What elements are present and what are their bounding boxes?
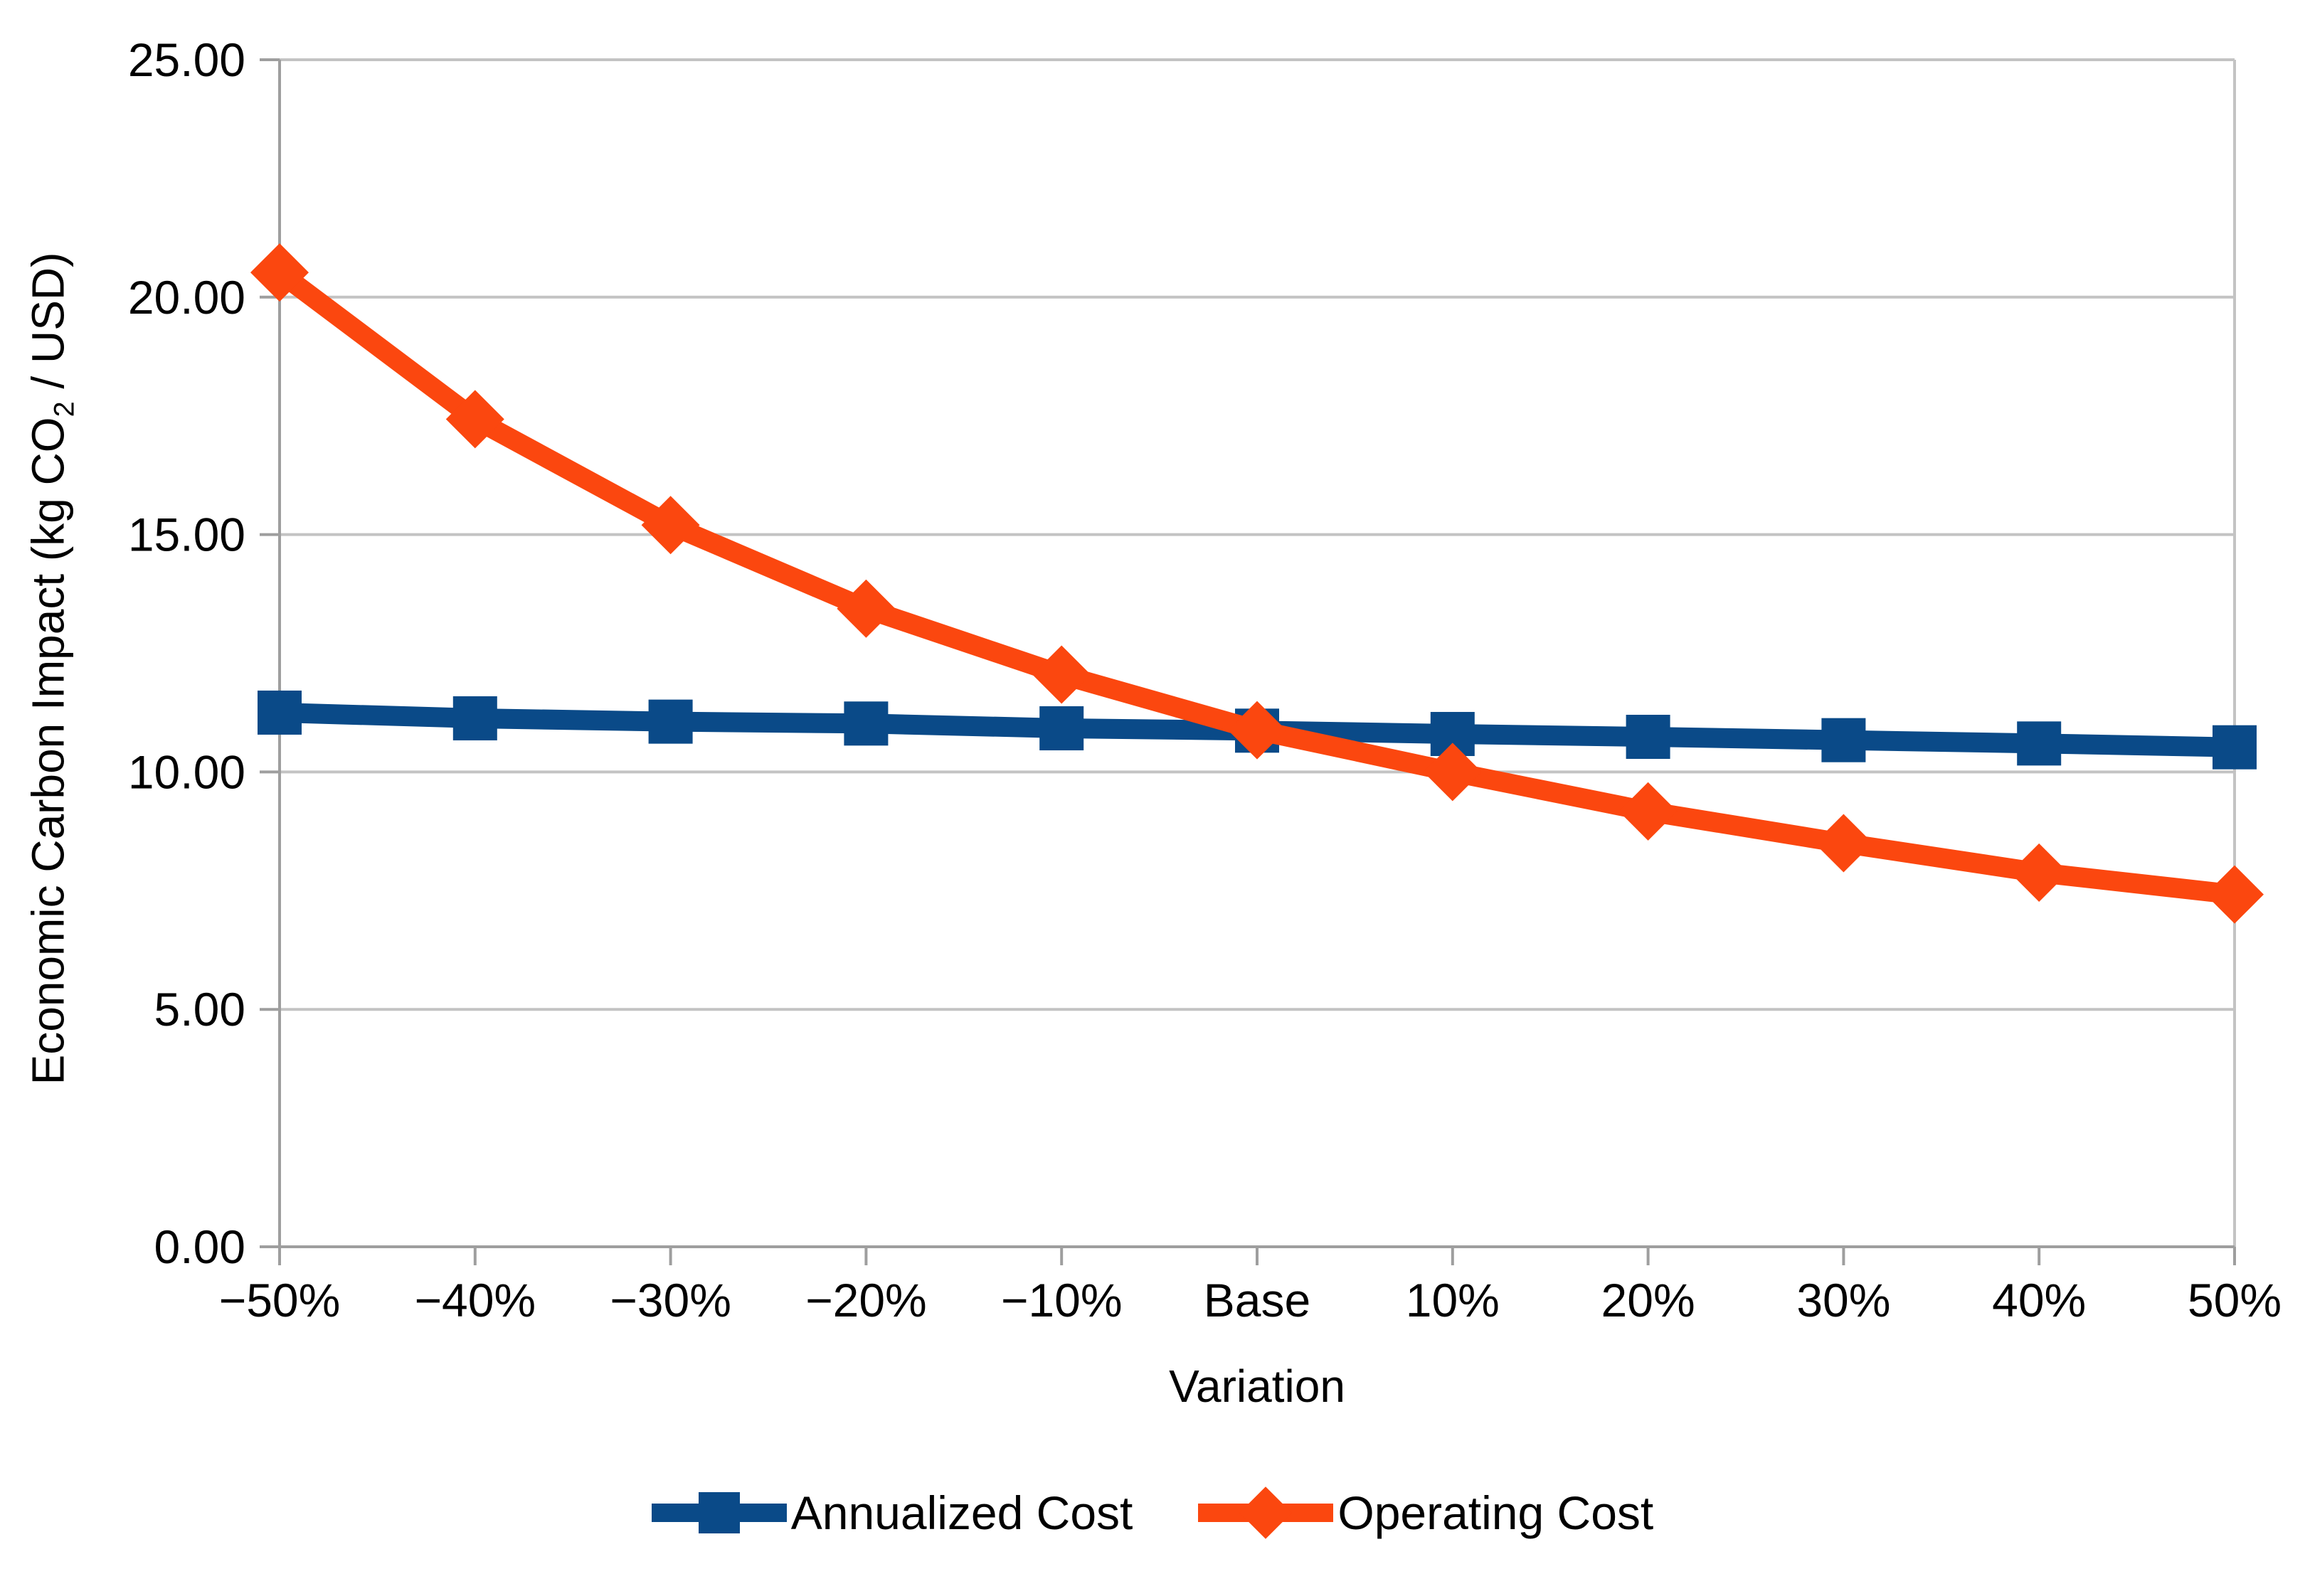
marker-diamond-operating-cost: [1814, 814, 1873, 873]
marker-square-annualized-cost: [1821, 718, 1866, 762]
x-tick-label: −20%: [805, 1274, 927, 1326]
x-tick-label: Base: [1204, 1274, 1310, 1326]
legend-marker: [1239, 1486, 1293, 1539]
y-tick-label: 0.00: [154, 1220, 245, 1273]
marker-square-annualized-cost: [648, 699, 693, 744]
x-tick-label: −40%: [414, 1274, 536, 1326]
legend-label-operating-cost: Operating Cost: [1337, 1486, 1654, 1539]
y-tick-label: 5.00: [154, 983, 245, 1036]
x-axis-title: Variation: [1169, 1361, 1345, 1412]
y-axis-title-text: Economic Carbon Impact (kg CO: [22, 417, 74, 1085]
y-tick-label: 15.00: [128, 509, 245, 561]
x-tick-label: 10%: [1406, 1274, 1500, 1326]
marker-square-annualized-cost: [1626, 714, 1670, 759]
marker-square-annualized-cost: [1039, 706, 1084, 750]
marker-diamond-operating-cost: [2010, 843, 2069, 902]
y-axis-title-units: / USD): [22, 252, 74, 402]
y-axis-title: Economic Carbon Impact (kg CO2 / USD): [22, 252, 81, 1085]
x-tick-label: 40%: [1992, 1274, 2086, 1326]
legend-square-icon: [651, 1492, 787, 1533]
x-tick-label: 20%: [1601, 1274, 1695, 1326]
marker-square-annualized-cost: [452, 696, 497, 740]
marker-diamond-operating-cost: [837, 579, 896, 638]
marker-diamond-operating-cost: [1032, 645, 1091, 704]
x-tick-label: −50%: [219, 1274, 341, 1326]
y-tick-label: 10.00: [128, 745, 245, 798]
marker-square-annualized-cost: [258, 690, 302, 735]
x-tick-label: −30%: [610, 1274, 731, 1326]
legend-diamond-icon: [1198, 1486, 1334, 1539]
marker-square-annualized-cost: [2213, 725, 2257, 770]
legend-item-annualized-cost: Annualized Cost: [651, 1479, 1133, 1547]
legend: Annualized Cost Operating Cost: [0, 1474, 2305, 1552]
y-axis-title-subscript: 2: [48, 401, 80, 417]
x-tick-label: −10%: [1001, 1274, 1123, 1326]
y-tick-label: 20.00: [128, 271, 245, 324]
series-line-operating-cost: [270, 262, 2245, 905]
marker-diamond-operating-cost: [2205, 865, 2264, 924]
marker-diamond-operating-cost: [1618, 782, 1678, 841]
legend-marker: [698, 1492, 740, 1533]
x-tick-label: 30%: [1796, 1274, 1890, 1326]
marker-square-annualized-cost: [2017, 721, 2062, 766]
legend-item-operating-cost: Operating Cost: [1198, 1479, 1653, 1547]
legend-label-annualized-cost: Annualized Cost: [790, 1486, 1133, 1539]
y-tick-label: 25.00: [128, 33, 245, 86]
marker-square-annualized-cost: [844, 701, 889, 746]
x-tick-label: 50%: [2188, 1274, 2282, 1326]
